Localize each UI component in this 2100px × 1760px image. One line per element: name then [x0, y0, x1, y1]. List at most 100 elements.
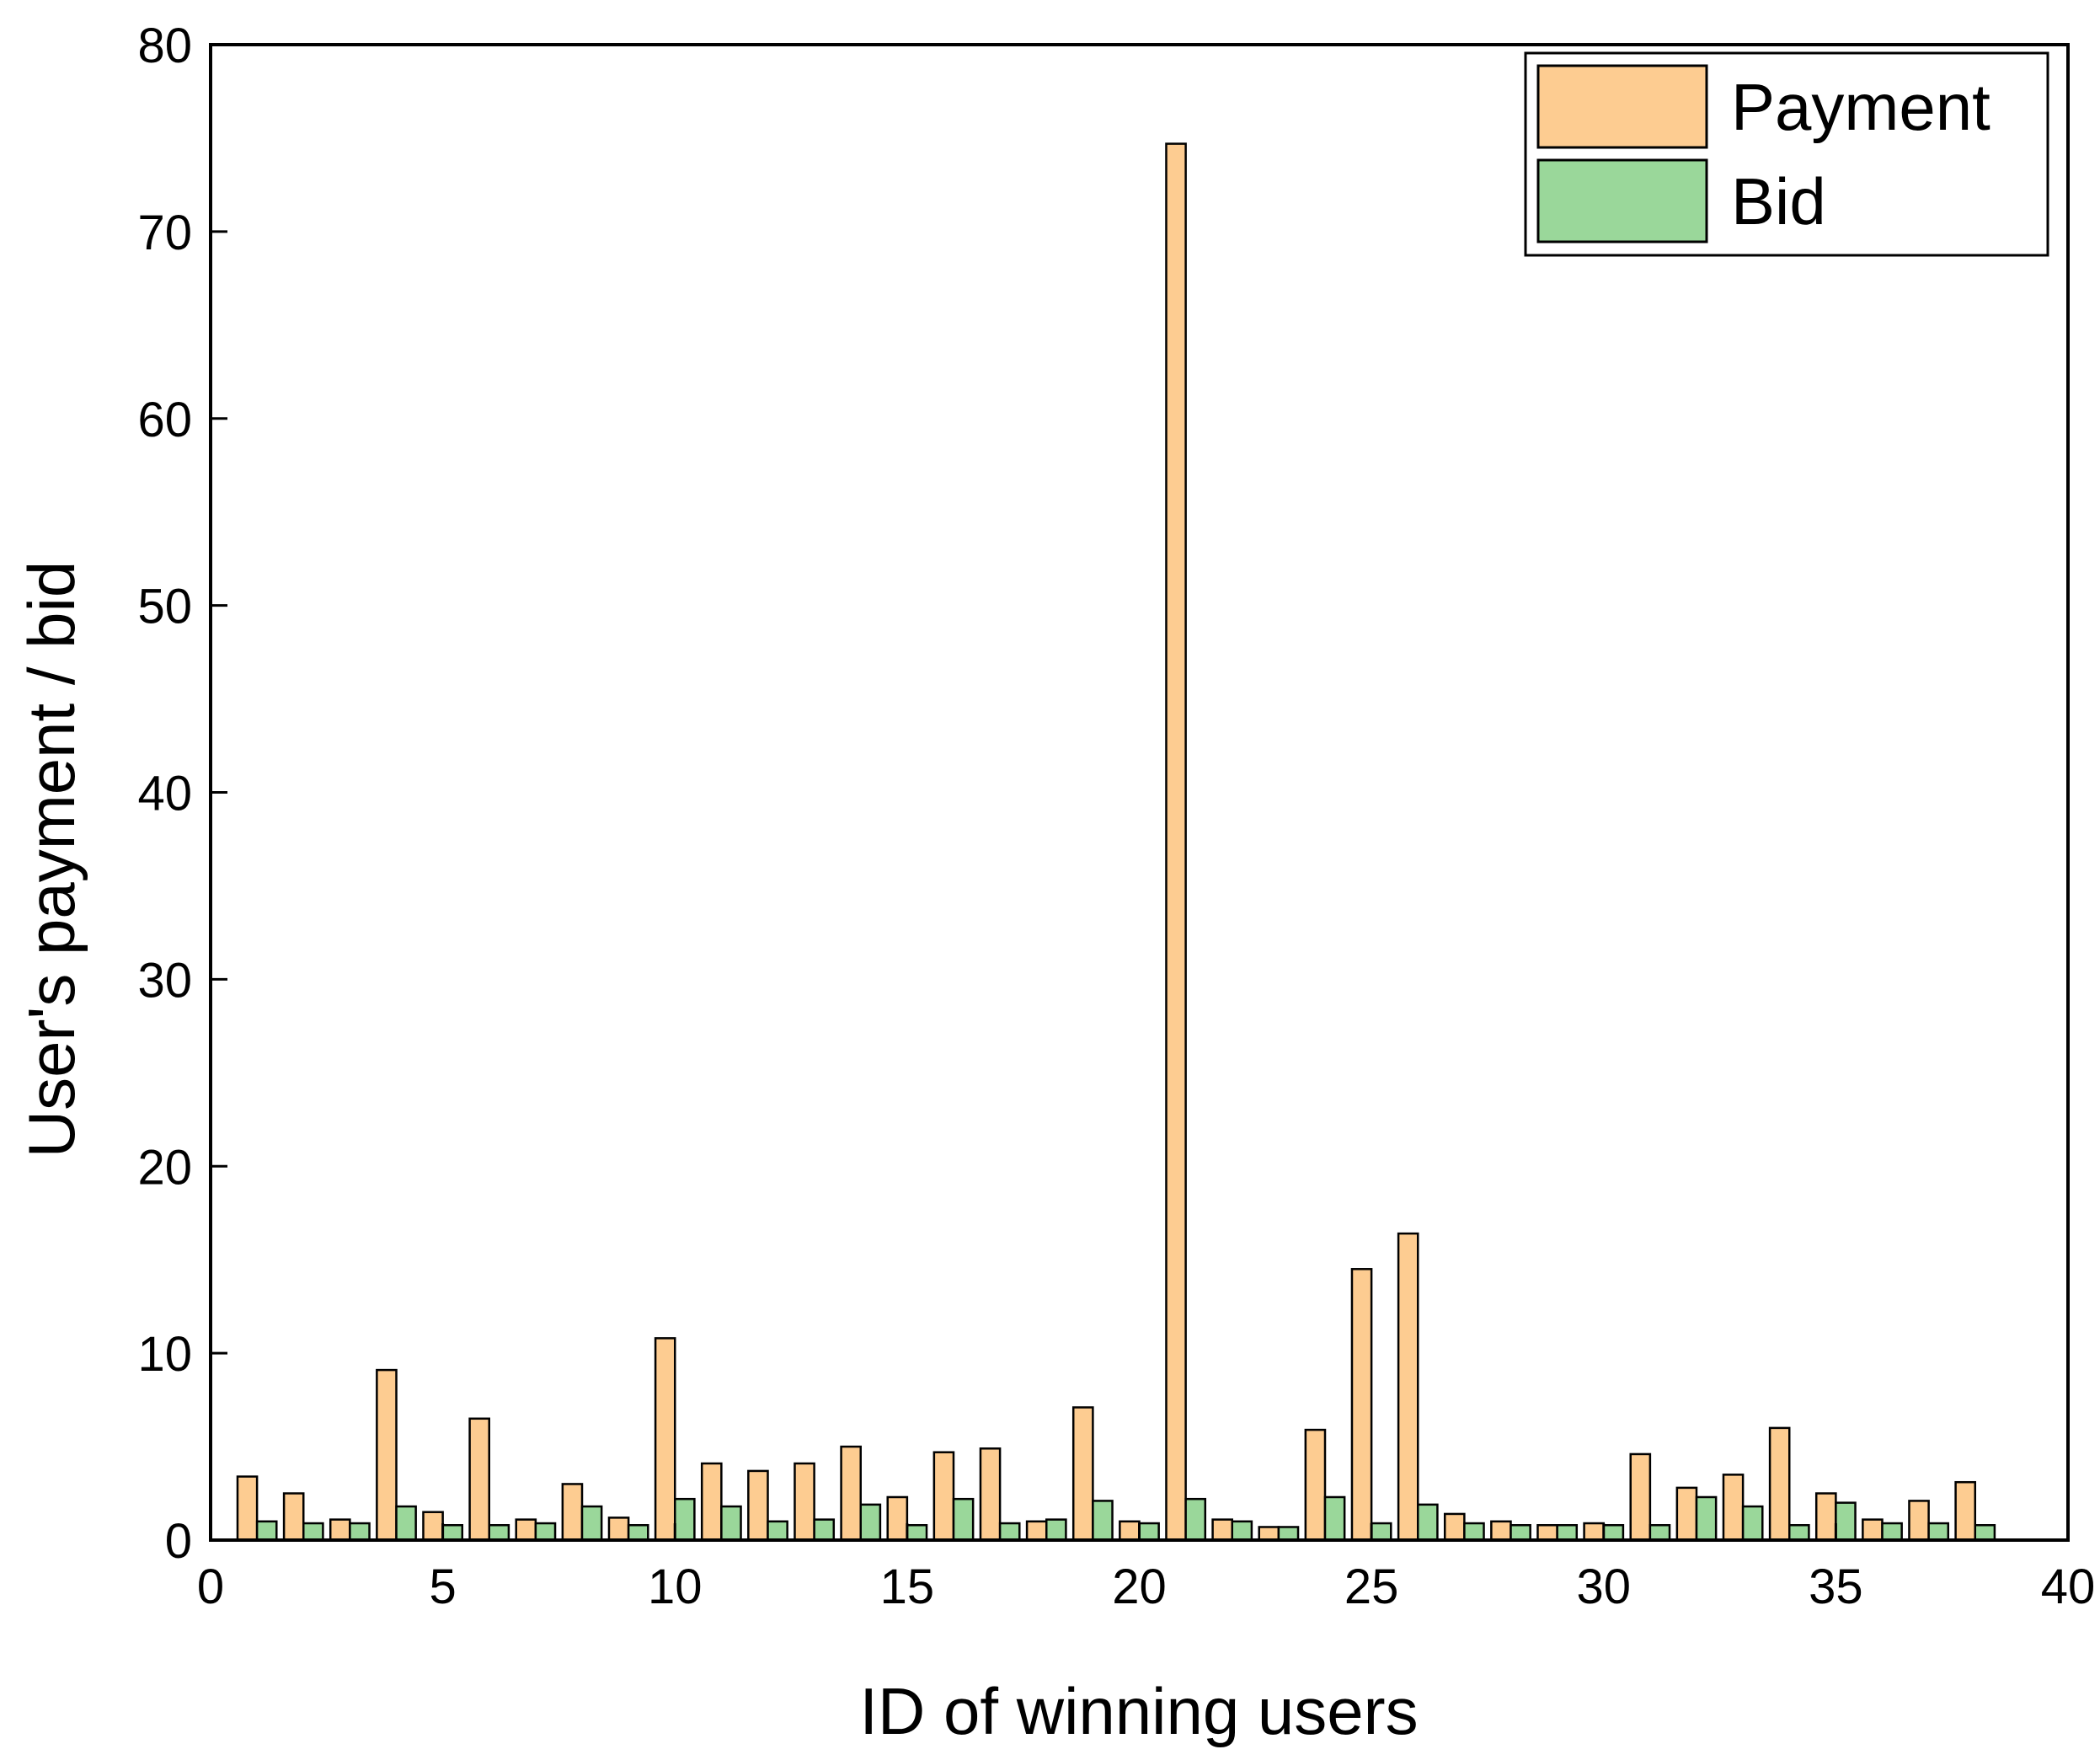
bid-bar: [1277, 1526, 1300, 1542]
legend-label-bid: Bid: [1731, 164, 1826, 238]
bid-bar: [395, 1505, 417, 1542]
y-tick-label: 40: [137, 767, 192, 821]
bid-bar: [627, 1524, 649, 1542]
payment-bar: [840, 1445, 862, 1542]
y-tick-label: 0: [165, 1514, 192, 1569]
y-tick-label: 70: [137, 206, 192, 260]
payment-bar: [422, 1511, 444, 1542]
payment-bar: [1768, 1426, 1791, 1542]
payment-bar: [794, 1462, 815, 1542]
bid-bar: [813, 1518, 836, 1542]
x-axis-label: ID of winning users: [859, 1674, 1418, 1748]
bid-bar: [1370, 1522, 1392, 1542]
bid-bar: [488, 1524, 510, 1542]
bid-bar: [580, 1505, 603, 1542]
bid-bar: [1602, 1524, 1625, 1542]
payment-bar: [886, 1495, 909, 1542]
bid-bar: [302, 1522, 324, 1542]
bid-bar: [255, 1520, 278, 1542]
y-tick-label: 60: [137, 393, 192, 447]
bid-bar: [1556, 1524, 1579, 1542]
y-axis-label: User's payment / bid: [14, 561, 88, 1158]
y-tick-label: 80: [137, 19, 192, 73]
payment-bar: [1119, 1520, 1141, 1542]
bid-bar: [998, 1522, 1021, 1542]
payment-bar: [1304, 1428, 1327, 1542]
payment-bar: [1071, 1406, 1094, 1542]
y-tick-label: 50: [137, 580, 192, 634]
payment-bar: [1397, 1232, 1419, 1542]
x-tick-label: 40: [2041, 1559, 2096, 1614]
bid-bar: [1788, 1524, 1810, 1542]
x-tick-label: 10: [648, 1559, 703, 1614]
legend-label-payment: Payment: [1731, 70, 1990, 144]
payment-bar: [1165, 142, 1187, 1542]
bid-bar: [906, 1524, 928, 1542]
payment-bar: [654, 1337, 676, 1542]
payment-bar: [1814, 1492, 1837, 1542]
legend-swatch-payment: [1536, 64, 1708, 149]
bid-bar: [441, 1524, 464, 1542]
bid-bar: [1648, 1524, 1671, 1542]
payment-bar: [1443, 1512, 1466, 1542]
payment-bar: [1862, 1518, 1884, 1542]
payment-bar: [1258, 1526, 1280, 1542]
bid-bar: [349, 1522, 371, 1542]
bid-bar: [1184, 1497, 1207, 1542]
payment-bar: [1629, 1452, 1652, 1542]
x-axis: 0 5 10 15 20 25 30 35 40: [197, 1523, 2095, 1614]
x-tick-label: 30: [1576, 1559, 1631, 1614]
bid-bar: [1138, 1522, 1160, 1542]
bid-bar: [1417, 1503, 1439, 1542]
bid-bar: [674, 1497, 696, 1542]
bid-bar: [1835, 1501, 1857, 1542]
payment-bar: [607, 1517, 630, 1542]
legend-swatch-bid: [1536, 158, 1708, 243]
y-tick-label: 30: [137, 953, 192, 1008]
bid-bar: [1510, 1524, 1531, 1542]
plot-area-frame: [209, 43, 2070, 1542]
bid-bar: [1045, 1518, 1067, 1542]
payment-bar: [979, 1447, 1002, 1542]
bid-bar: [1323, 1495, 1346, 1542]
payment-bar: [1490, 1520, 1512, 1542]
bid-bar: [952, 1497, 975, 1542]
x-tick-label: 0: [197, 1559, 224, 1614]
payment-bar: [1350, 1268, 1373, 1542]
payment-bar: [515, 1518, 537, 1542]
x-tick-label: 5: [429, 1559, 456, 1614]
bid-bar: [1092, 1500, 1114, 1542]
y-tick-label: 10: [137, 1327, 192, 1382]
payment-bar: [561, 1483, 584, 1542]
payment-bar: [1536, 1524, 1558, 1542]
bid-bar: [720, 1505, 742, 1542]
bid-bar: [1927, 1522, 1950, 1542]
x-tick-label: 25: [1344, 1559, 1399, 1614]
bid-bar: [1741, 1505, 1764, 1542]
payment-bar: [1211, 1518, 1234, 1542]
bid-bar: [1974, 1524, 1996, 1542]
bid-series: [255, 1495, 1996, 1542]
payment-bar: [236, 1475, 259, 1542]
payment-bar: [1908, 1500, 1930, 1542]
bid-bar: [767, 1520, 788, 1542]
legend: Payment Bid: [1524, 51, 2049, 257]
bid-bar: [1231, 1520, 1253, 1542]
bid-bar: [1463, 1522, 1485, 1542]
payment-bar: [700, 1462, 723, 1542]
payment-bar: [468, 1417, 490, 1542]
payment-bar: [1583, 1522, 1606, 1542]
payment-bar: [376, 1368, 398, 1542]
bid-bar: [534, 1522, 557, 1542]
payment-bar: [282, 1492, 305, 1542]
payment-bar: [1675, 1486, 1698, 1542]
payment-bar: [1025, 1520, 1048, 1542]
payment-bar: [329, 1518, 351, 1542]
y-axis: 0 10 20 30 40 50 60 70 80: [137, 19, 227, 1569]
x-tick-label: 15: [880, 1559, 935, 1614]
x-tick-label: 20: [1112, 1559, 1167, 1614]
y-tick-label: 20: [137, 1140, 192, 1195]
payment-bar: [747, 1469, 769, 1542]
payment-bar: [1722, 1474, 1745, 1542]
